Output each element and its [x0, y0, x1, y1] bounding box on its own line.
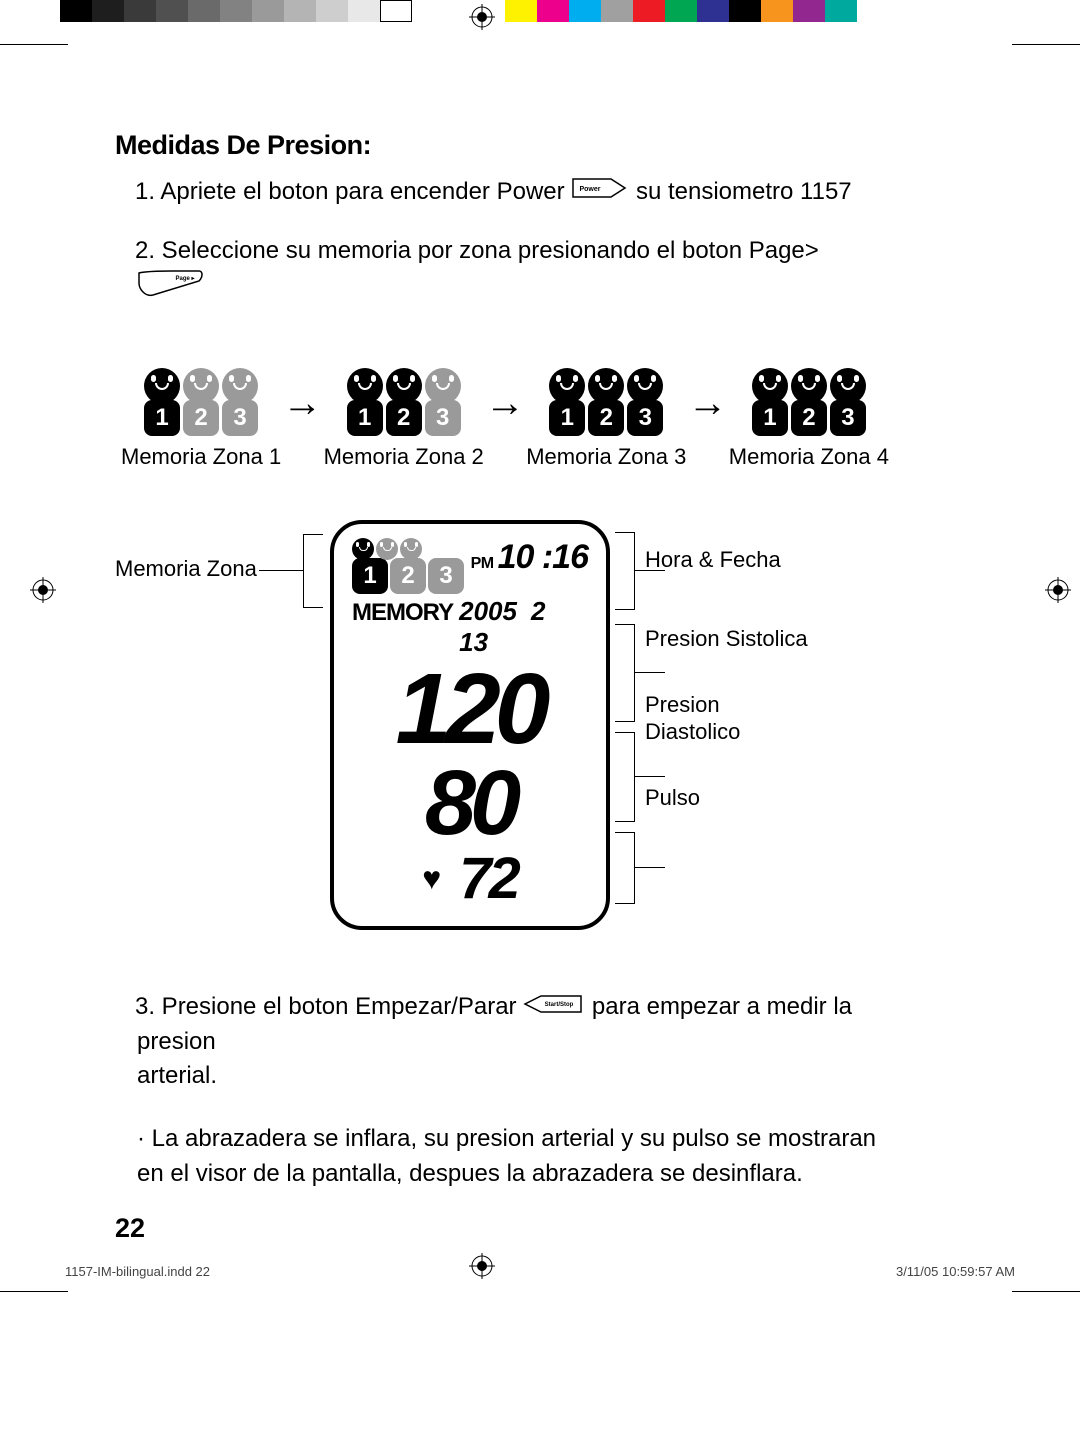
lcd-time: 10 :16: [498, 538, 588, 577]
label-systolic: Presion Sistolica: [645, 625, 815, 653]
step-1: 1. Apriete el boton para encender Power …: [115, 175, 895, 210]
lcd-screen: 123 PM 10 :16 MEMORY 2005213 120 80 ♥: [330, 520, 610, 930]
registration-mark-left: [30, 577, 56, 603]
svg-text:Page ▸: Page ▸: [175, 276, 195, 282]
lcd-time-block: PM 10 :16: [471, 538, 588, 577]
lcd-memory-row: MEMORY 2005213: [352, 596, 588, 658]
label-pulse: Pulso: [645, 784, 815, 812]
step1-text-a: 1. Apriete el boton para encender Power: [135, 178, 565, 205]
start-stop-button-icon: Start/Stop: [525, 990, 583, 1025]
lead-line: [635, 867, 665, 869]
memory-zone-4: 123Memoria Zona 4: [729, 368, 889, 470]
lead-line: [259, 570, 303, 572]
page-button-icon: Page ▸: [139, 269, 205, 308]
arrow-icon: →: [485, 381, 525, 456]
zone-label: Memoria Zona 2: [324, 444, 484, 470]
section-heading: Medidas De Presion:: [115, 130, 895, 161]
footer-filename: 1157-IM-bilingual.indd 22: [65, 1264, 210, 1279]
lcd-memory-label: MEMORY: [352, 599, 453, 627]
bracket-right-icon: [615, 532, 635, 610]
step1-text-b: su tensiometro 1157: [636, 178, 852, 205]
bracket-left-icon: [303, 534, 323, 608]
right-label-column: Hora & Fecha Presion Sistolica Presion D…: [645, 520, 815, 864]
page-content: Medidas De Presion: 1. Apriete el boton …: [115, 130, 895, 1192]
crop-line: [0, 1291, 68, 1292]
lcd-diastolic: 80: [352, 760, 588, 847]
lcd-diagram: Memoria Zona 123 PM 10 :16 MEMORY 2005: [115, 520, 895, 930]
svg-text:Start/Stop: Start/Stop: [545, 1002, 574, 1008]
step3-text-c: arterial.: [137, 1062, 217, 1089]
arrow-icon: →: [688, 381, 728, 456]
step-2: 2. Seleccione su memoria por zona presio…: [115, 234, 895, 308]
zone-label: Memoria Zona 3: [526, 444, 686, 470]
step2-text: 2. Seleccione su memoria por zona presio…: [135, 237, 819, 264]
svg-text:Power: Power: [580, 186, 601, 193]
bracket-right-icon: [615, 832, 635, 904]
memory-zone-2: 123Memoria Zona 2: [324, 368, 484, 470]
crop-line: [0, 44, 68, 45]
memory-zone-3: 123Memoria Zona 3: [526, 368, 686, 470]
zone-label: Memoria Zona 1: [121, 444, 281, 470]
crop-line: [1012, 44, 1080, 45]
lcd-pulse-row: ♥ 72: [352, 845, 588, 912]
bracket-right-icon: [615, 732, 635, 822]
crop-line: [1012, 1291, 1080, 1292]
memory-zone-row: 123Memoria Zona 1→123Memoria Zona 2→123M…: [115, 368, 895, 470]
bullet-note: · La abrazadera se inflara, su presion a…: [115, 1122, 895, 1192]
arrow-icon: →: [282, 381, 322, 456]
left-label-column: Memoria Zona: [115, 520, 295, 582]
lcd-pm: PM: [471, 555, 494, 573]
step-3: 3. Presione el boton Empezar/Parar Start…: [115, 990, 895, 1095]
memory-zone-1: 123Memoria Zona 1: [121, 368, 281, 470]
page-number: 22: [115, 1213, 145, 1244]
lcd-zone-indicator: 123: [352, 538, 464, 594]
power-button-icon: Power: [573, 175, 627, 210]
print-footer: 1157-IM-bilingual.indd 22 3/11/05 10:59:…: [65, 1264, 1015, 1279]
label-diastolic: Presion Diastolico: [645, 691, 815, 746]
lcd-date: 2005213: [459, 596, 588, 658]
zone-label: Memoria Zona 4: [729, 444, 889, 470]
registration-mark-top: [469, 4, 495, 30]
footer-timestamp: 3/11/05 10:59:57 AM: [896, 1264, 1015, 1279]
lead-line: [635, 776, 665, 778]
label-memory-zone: Memoria Zona: [115, 556, 257, 581]
step3-text-a: 3. Presione el boton Empezar/Parar: [135, 993, 517, 1020]
label-hora-fecha: Hora & Fecha: [645, 546, 815, 574]
lcd-systolic: 120: [352, 664, 588, 754]
lead-line: [635, 672, 665, 674]
grayscale-bar: [60, 0, 412, 22]
heart-icon: ♥: [422, 860, 441, 897]
registration-mark-right: [1045, 577, 1071, 603]
color-bar: [505, 0, 889, 22]
lcd-pulse: 72: [459, 845, 518, 912]
bracket-right-icon: [615, 624, 635, 722]
lead-line: [635, 570, 665, 572]
